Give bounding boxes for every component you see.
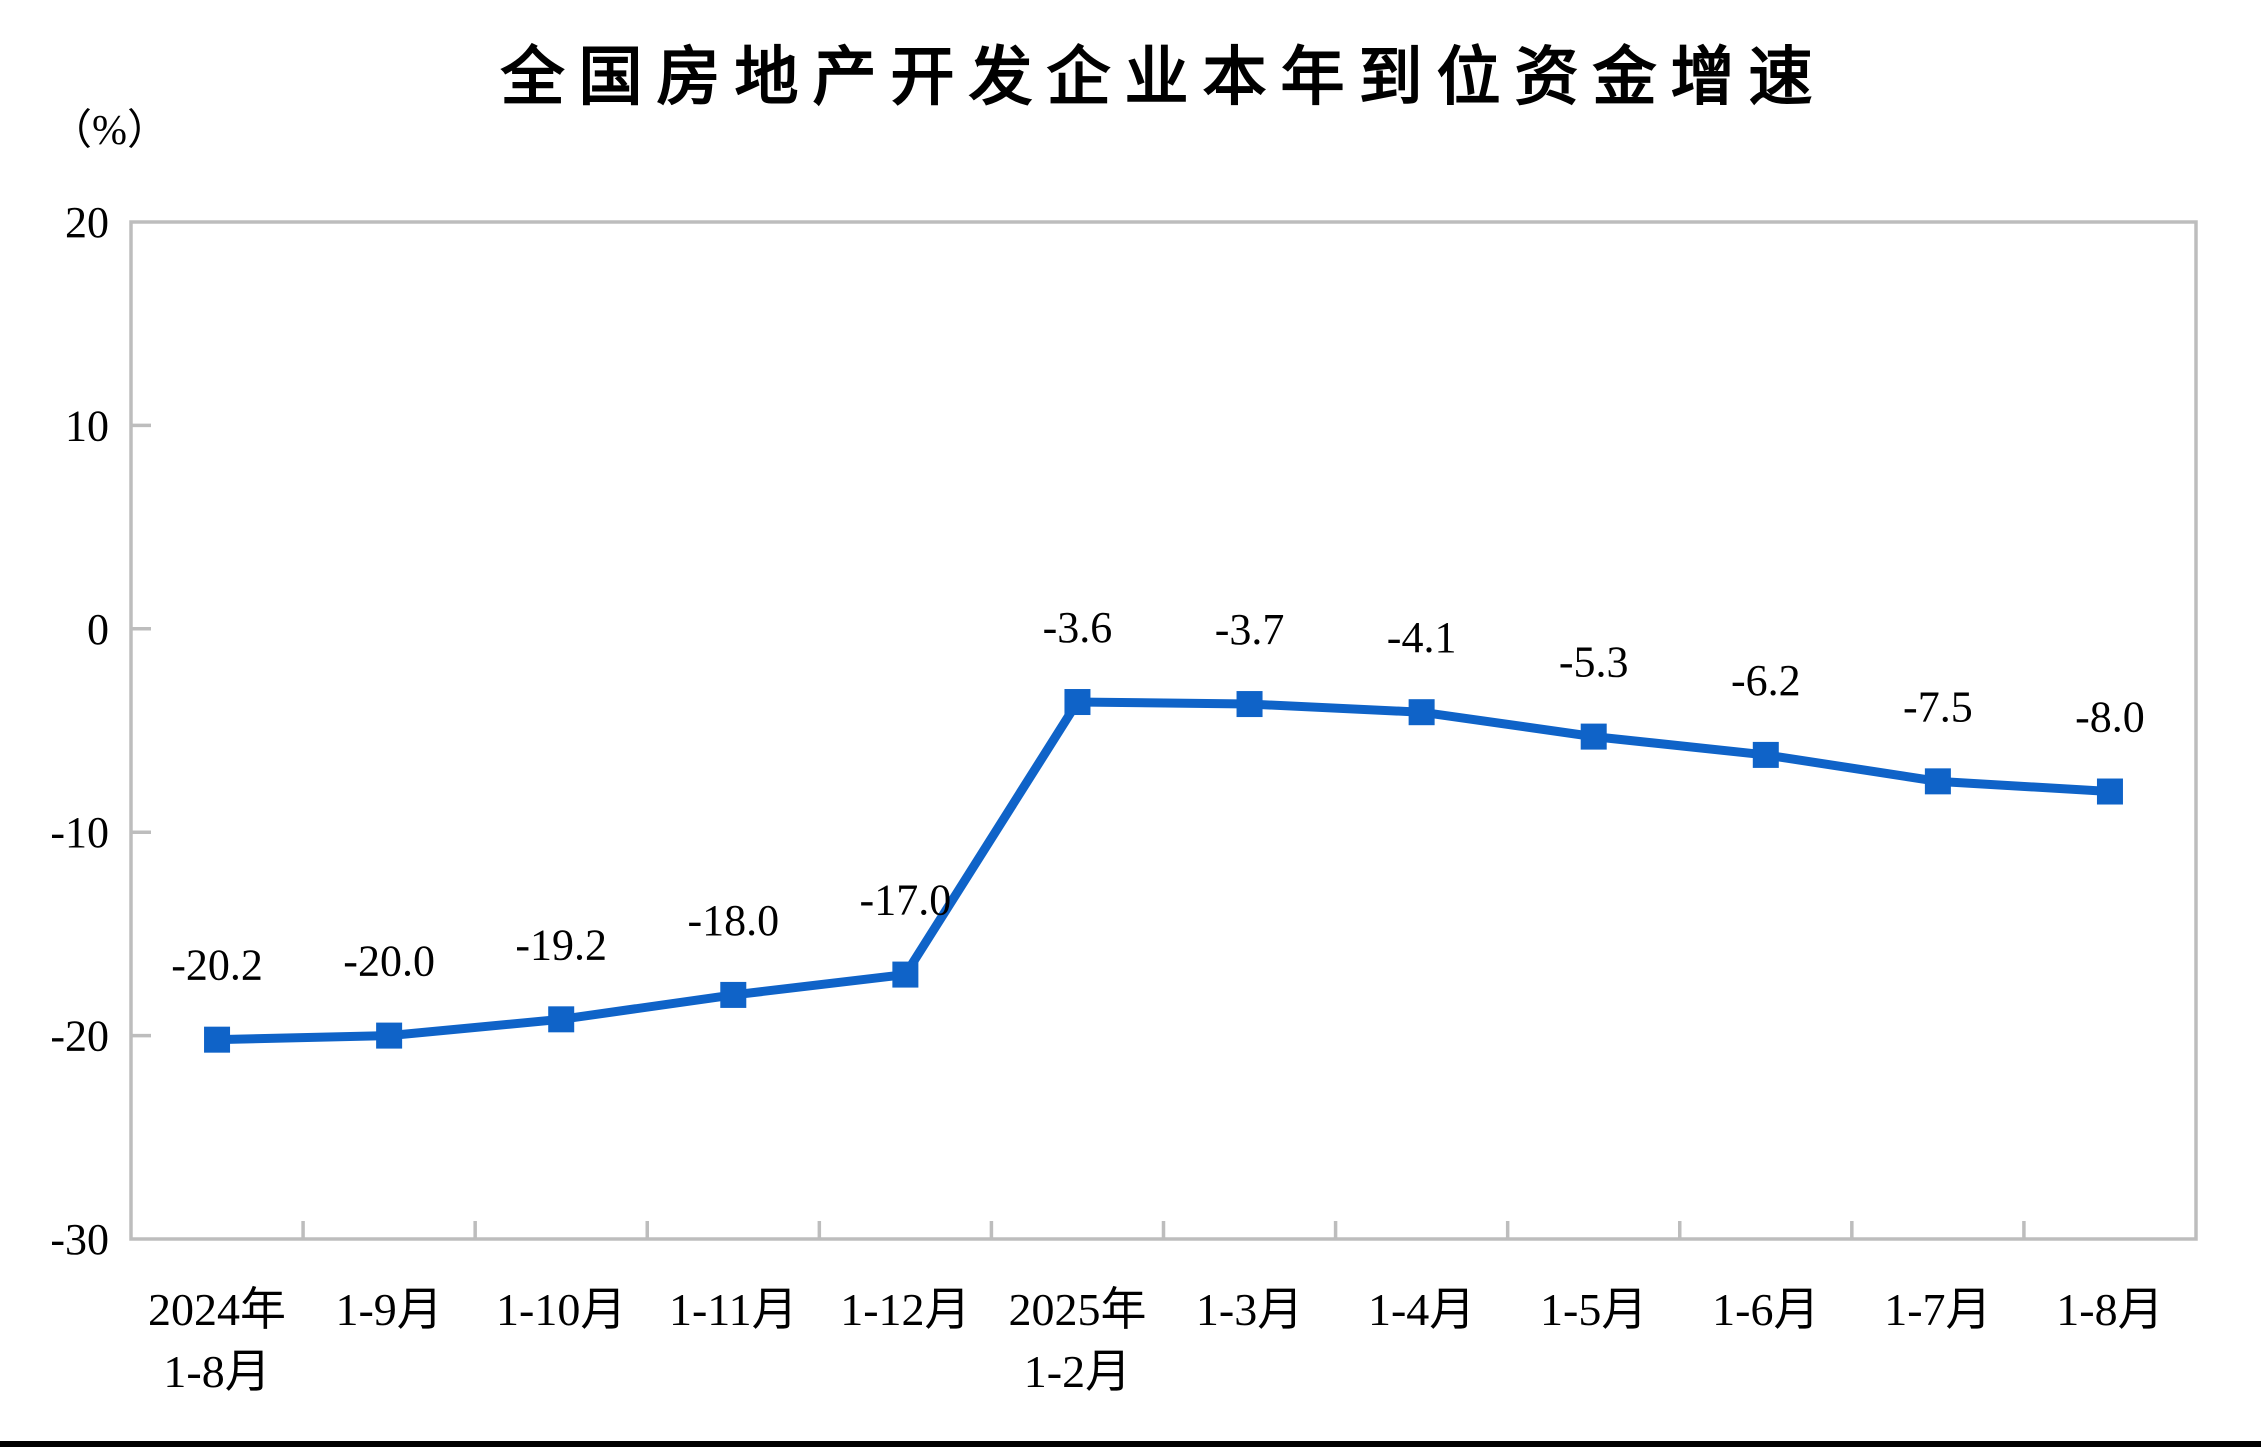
data-point-label: -6.2 <box>1731 656 1801 705</box>
data-point-label: -8.0 <box>2075 693 2145 742</box>
data-point-marker <box>548 1006 575 1033</box>
data-point-marker <box>204 1026 231 1053</box>
y-tick-label: 20 <box>65 198 109 247</box>
y-tick-label: -20 <box>50 1012 109 1061</box>
data-line <box>216 697 2111 1045</box>
data-point-label: -18.0 <box>687 896 779 945</box>
data-point-marker <box>892 961 919 988</box>
x-category-label: 1-12月 <box>840 1284 970 1335</box>
data-point-marker <box>720 981 747 1008</box>
data-point-label: -3.7 <box>1215 605 1285 654</box>
y-tick-label: 10 <box>65 401 109 450</box>
data-point-label: -20.0 <box>343 937 435 986</box>
x-category-label: 2024年 1-8月 <box>148 1284 286 1397</box>
x-category-label: 1-4月 <box>1368 1284 1475 1335</box>
data-point-label: -3.6 <box>1043 603 1113 652</box>
y-tick-label: 0 <box>87 605 109 654</box>
x-category-label: 1-3月 <box>1196 1284 1303 1335</box>
data-point-label: -5.3 <box>1559 638 1629 687</box>
data-point-label: -4.1 <box>1387 613 1457 662</box>
x-category-label: 1-5月 <box>1540 1284 1647 1335</box>
data-point-label: -17.0 <box>860 876 952 925</box>
x-category-label: 2025年 1-2月 <box>1008 1284 1146 1397</box>
data-point-marker <box>1752 741 1779 768</box>
data-point-label: -19.2 <box>515 920 607 969</box>
x-category-label: 1-10月 <box>496 1284 626 1335</box>
data-point-marker <box>2096 778 2123 805</box>
x-category-label: 1-6月 <box>1712 1284 1819 1335</box>
data-point-marker <box>1924 768 1951 795</box>
data-point-marker <box>1408 699 1435 726</box>
data-point-label: -7.5 <box>1903 682 1973 731</box>
page-bottom-divider <box>0 1441 2261 1447</box>
plot-border <box>129 220 2198 1241</box>
data-point-marker <box>376 1022 403 1049</box>
data-point-marker <box>1064 689 1091 716</box>
y-tick-label: -10 <box>50 808 109 857</box>
data-point-label: -20.2 <box>171 941 263 990</box>
x-category-label: 1-9月 <box>335 1284 442 1335</box>
data-point-marker <box>1580 723 1607 750</box>
data-point-marker <box>1236 691 1263 718</box>
x-category-label: 1-7月 <box>1884 1284 1991 1335</box>
x-category-label: 1-8月 <box>2056 1284 2163 1335</box>
chart-title: 全国房地产开发企业本年到位资金增速 <box>500 41 1827 113</box>
x-category-label: 1-11月 <box>669 1284 798 1335</box>
y-tick-label: -30 <box>50 1215 109 1264</box>
y-axis-unit-label: （%） <box>50 108 169 154</box>
